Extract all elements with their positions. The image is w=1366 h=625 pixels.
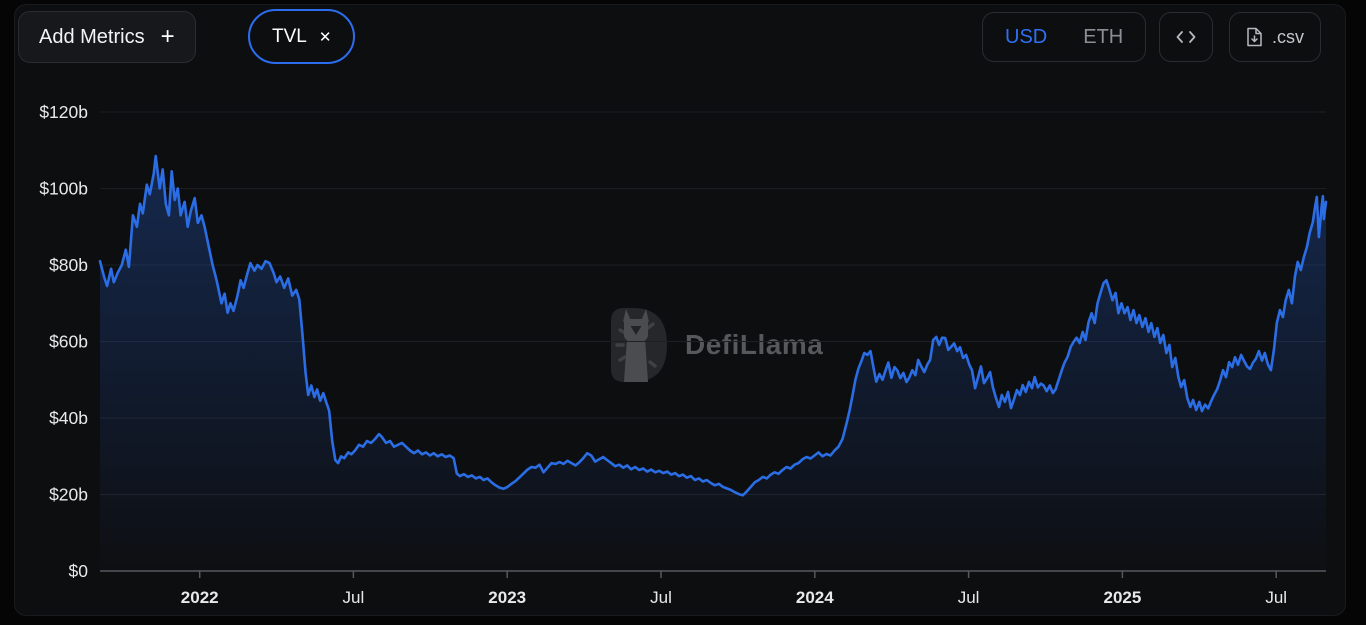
x-axis-label: Jul <box>958 588 980 607</box>
y-axis-label: $20b <box>49 485 88 505</box>
add-metrics-button[interactable]: Add Metrics + <box>18 11 196 63</box>
tvl-metric-pill[interactable]: TVL ✕ <box>248 9 356 64</box>
add-metrics-label: Add Metrics <box>39 25 145 48</box>
plus-icon: + <box>160 23 175 50</box>
csv-label: .csv <box>1272 26 1305 47</box>
x-axis-label: 2024 <box>796 588 834 607</box>
watermark-text: DefiLlama <box>685 329 824 360</box>
embed-code-button[interactable] <box>1159 12 1213 62</box>
defillama-watermark: DefiLlama <box>603 305 823 385</box>
x-axis-label: 2022 <box>181 588 219 607</box>
y-axis-label: $0 <box>69 561 89 581</box>
currency-toggle: USD ETH <box>982 12 1147 62</box>
close-icon[interactable]: ✕ <box>318 28 332 46</box>
currency-eth-button[interactable]: ETH <box>1065 26 1141 49</box>
y-axis-label: $120b <box>39 102 88 122</box>
currency-usd-button[interactable]: USD <box>987 26 1065 49</box>
tvl-pill-label: TVL <box>272 25 307 47</box>
tvl-line-series <box>98 154 1328 497</box>
x-axis-label: Jul <box>650 588 672 607</box>
x-axis-label: 2023 <box>488 588 526 607</box>
tvl-area-fill <box>100 156 1326 571</box>
y-axis-label: $40b <box>49 408 88 428</box>
defillama-llama-logo-icon <box>611 308 667 382</box>
x-axis-label: Jul <box>343 588 365 607</box>
download-csv-button[interactable]: .csv <box>1229 12 1322 62</box>
y-axis-label: $100b <box>39 179 88 199</box>
file-download-icon <box>1247 27 1262 47</box>
x-axis-label: Jul <box>1265 588 1287 607</box>
y-axis-label: $60b <box>49 332 88 352</box>
llama-muzzle <box>630 326 642 335</box>
code-brackets-icon <box>1176 31 1196 43</box>
y-axis-label: $80b <box>49 255 88 275</box>
x-axis-label: 2025 <box>1103 588 1141 607</box>
